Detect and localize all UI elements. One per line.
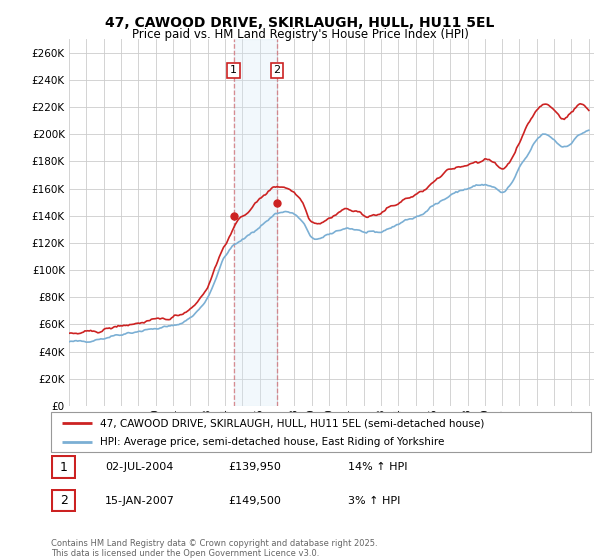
Bar: [233, 39, 277, 406]
Text: 14% ↑ HPI: 14% ↑ HPI: [348, 462, 407, 472]
Text: HPI: Average price, semi-detached house, East Riding of Yorkshire: HPI: Average price, semi-detached house,…: [100, 437, 444, 446]
Text: 3% ↑ HPI: 3% ↑ HPI: [348, 496, 400, 506]
Text: 47, CAWOOD DRIVE, SKIRLAUGH, HULL, HU11 5EL: 47, CAWOOD DRIVE, SKIRLAUGH, HULL, HU11 …: [106, 16, 494, 30]
Text: 2: 2: [274, 66, 280, 76]
Text: Price paid vs. HM Land Registry's House Price Index (HPI): Price paid vs. HM Land Registry's House …: [131, 28, 469, 41]
Text: 02-JUL-2004: 02-JUL-2004: [105, 462, 173, 472]
Text: 47, CAWOOD DRIVE, SKIRLAUGH, HULL, HU11 5EL (semi-detached house): 47, CAWOOD DRIVE, SKIRLAUGH, HULL, HU11 …: [100, 418, 484, 428]
Text: 15-JAN-2007: 15-JAN-2007: [105, 496, 175, 506]
Text: £149,500: £149,500: [228, 496, 281, 506]
Text: £139,950: £139,950: [228, 462, 281, 472]
FancyBboxPatch shape: [51, 412, 591, 452]
FancyBboxPatch shape: [52, 490, 75, 511]
Text: 2: 2: [59, 494, 68, 507]
Text: 1: 1: [59, 460, 68, 474]
Text: Contains HM Land Registry data © Crown copyright and database right 2025.
This d: Contains HM Land Registry data © Crown c…: [51, 539, 377, 558]
FancyBboxPatch shape: [52, 456, 75, 478]
Text: 1: 1: [230, 66, 237, 76]
